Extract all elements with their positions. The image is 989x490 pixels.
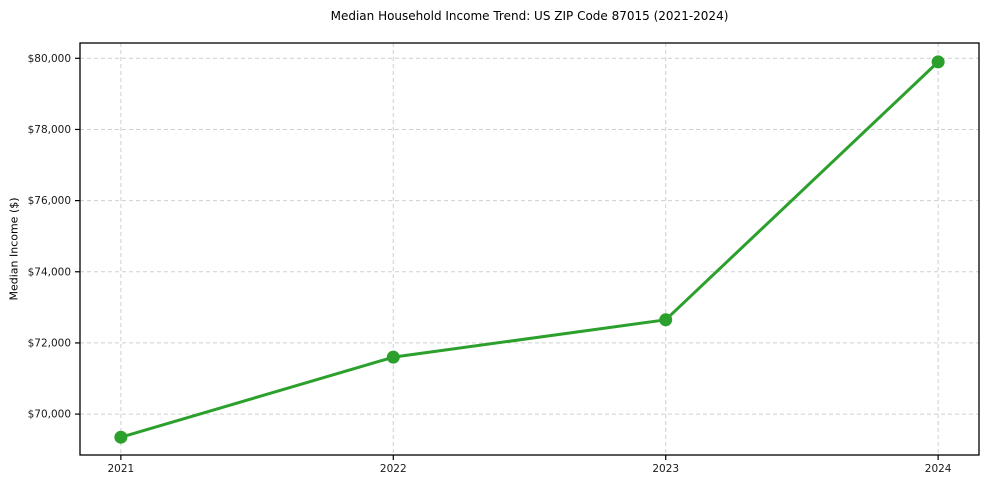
- x-tick-label: 2023: [652, 463, 679, 475]
- x-tick-label: 2024: [925, 463, 952, 475]
- plot-border: [79, 42, 980, 456]
- y-tick-label: $70,000: [28, 409, 71, 421]
- y-tick-label: $76,000: [28, 195, 71, 207]
- data-point-marker: [114, 430, 128, 444]
- x-tick-label: 2022: [380, 463, 407, 475]
- y-tick-label: $78,000: [28, 124, 71, 136]
- x-tick-label: 2021: [107, 463, 134, 475]
- y-tick-label: $74,000: [28, 266, 71, 278]
- data-point-marker: [386, 350, 400, 364]
- data-point-marker: [659, 313, 673, 327]
- data-point-marker: [931, 55, 945, 69]
- y-tick-label: $80,000: [28, 53, 71, 65]
- trend-line: [119, 60, 940, 439]
- y-tick-label: $72,000: [28, 337, 71, 349]
- chart-title: Median Household Income Trend: US ZIP Co…: [330, 9, 729, 23]
